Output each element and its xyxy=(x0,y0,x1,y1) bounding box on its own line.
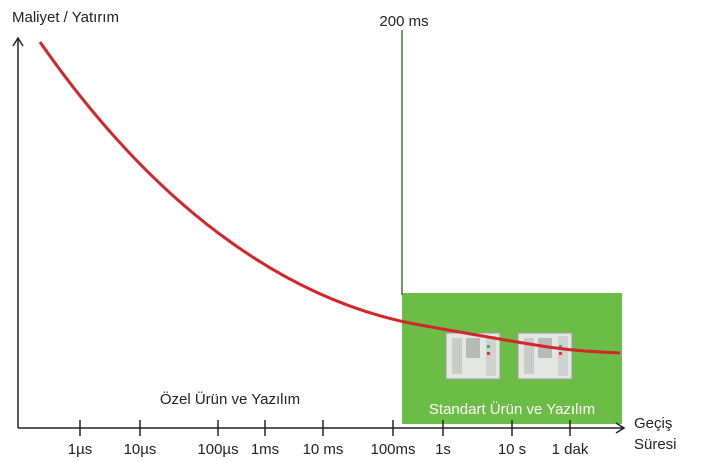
custom-region-label: Özel Ürün ve Yazılım xyxy=(160,390,300,408)
cost-curve xyxy=(38,41,621,355)
y-axis-arrow xyxy=(12,36,24,47)
threshold-label: 200 ms xyxy=(379,13,428,30)
y-axis-label: Maliyet / Yatırım xyxy=(12,9,119,26)
tick-label: 10 ms xyxy=(303,441,344,458)
tick-label: 100ms xyxy=(370,441,415,458)
tick-label: 10µs xyxy=(124,441,157,458)
tick-label: 1s xyxy=(435,441,451,458)
x-axis-label: Geçiş xyxy=(634,415,672,432)
tick-label: 100µs xyxy=(197,441,238,458)
tick-label: 1 dak xyxy=(552,441,589,458)
ticks: 1µs 10µs 100µs 1ms 10 ms 100ms 1s 10 s 1 dak xyxy=(68,420,589,458)
device-icons xyxy=(445,332,573,380)
tick-label: 1ms xyxy=(251,441,279,458)
standard-region xyxy=(402,293,622,424)
x-axis-arrow xyxy=(615,422,626,434)
standard-region-label: Standart Ürün ve Yazılım xyxy=(429,400,595,418)
tick-label: 10 s xyxy=(498,441,526,458)
tick-label: 1µs xyxy=(68,441,93,458)
x-axis-label: Süresi xyxy=(634,436,677,453)
